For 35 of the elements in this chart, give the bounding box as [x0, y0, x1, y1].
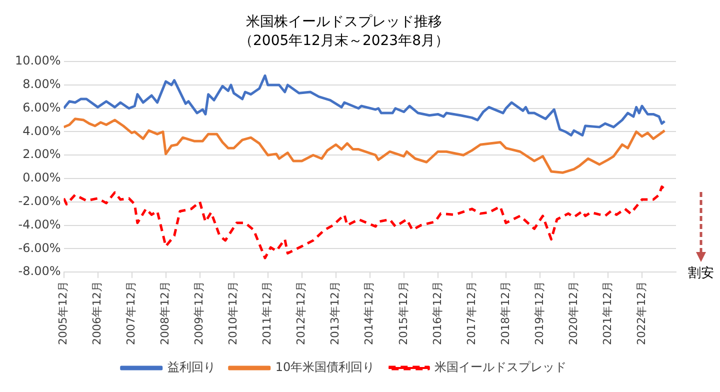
x-tick-label: 2013年12月 — [328, 281, 342, 346]
y-tick-label: -4.00% — [18, 217, 61, 232]
x-tick-label: 2007年12月 — [124, 281, 138, 346]
x-tick-label: 2014年12月 — [362, 281, 376, 346]
y-tick-label: 8.00% — [22, 77, 61, 92]
y-tick-label: 6.00% — [22, 100, 61, 114]
x-tick-label: 2012年12月 — [294, 281, 308, 346]
x-tick-label: 2018年12月 — [498, 281, 512, 346]
y-tick-label: 0.00% — [22, 170, 61, 185]
y-tick-label: 4.00% — [22, 124, 61, 138]
line-series — [64, 185, 666, 260]
y-tick-label: 10.00% — [14, 54, 61, 68]
x-tick-label: 2011年12月 — [260, 281, 274, 346]
x-tick-label: 2019年12月 — [532, 281, 546, 346]
x-tick-label: 2021年12月 — [600, 281, 614, 346]
legend-label: 益利回り — [167, 360, 216, 374]
legend-label: 米国イールドスプレッド — [434, 360, 567, 374]
x-tick-label: 2009年12月 — [192, 281, 206, 346]
y-tick-label: -8.00% — [18, 264, 61, 278]
x-tick-label: 2017年12月 — [464, 281, 478, 346]
chart-title: 米国株イールドスプレッド推移 — [246, 14, 442, 30]
x-tick-label: 2006年12月 — [90, 281, 104, 346]
x-tick-label: 2016年12月 — [430, 281, 444, 346]
legend-label: 10年米国債利回り — [275, 360, 375, 374]
x-tick-label: 2015年12月 — [396, 281, 410, 346]
x-tick-label: 2005年12月 — [56, 281, 70, 346]
y-tick-label: 2.00% — [22, 147, 61, 162]
x-tick-label: 2022年12月 — [634, 281, 648, 346]
x-tick-label: 2008年12月 — [158, 281, 172, 346]
x-tick-label: 2020年12月 — [566, 281, 580, 346]
y-tick-label: -6.00% — [18, 240, 61, 255]
text: 割安 — [688, 265, 714, 282]
x-tick-label: 2010年12月 — [226, 281, 240, 346]
chart-subtitle: （2005年12月末～2023年8月） — [239, 32, 449, 49]
y-tick-label: -2.00% — [18, 194, 61, 208]
